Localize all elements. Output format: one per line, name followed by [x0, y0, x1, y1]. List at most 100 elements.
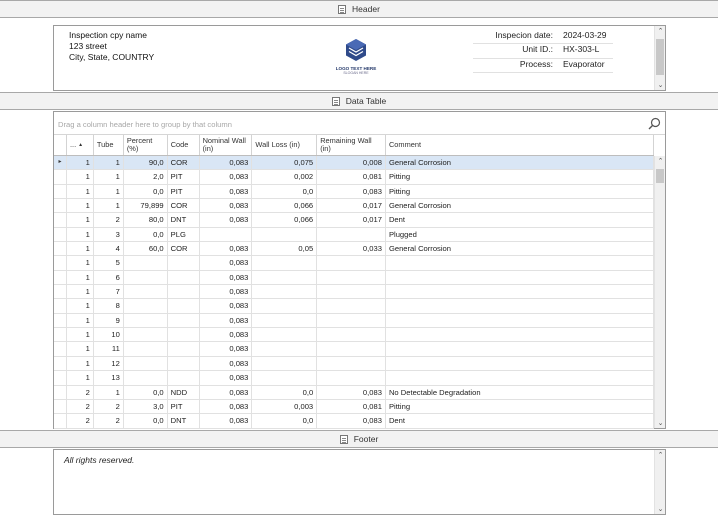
col-wall-loss-cell[interactable]: 0,0 — [252, 184, 318, 199]
col-code-cell[interactable]: PIT — [168, 184, 200, 199]
col-no-cell[interactable]: 2 — [67, 399, 94, 414]
col-remaining-wall-cell[interactable]: 0,083 — [317, 385, 386, 399]
table-row[interactable]: 1 5 0,083 — [54, 256, 654, 271]
col-nominal-wall-cell[interactable]: 0,083 — [200, 399, 253, 414]
row-indicator[interactable] — [54, 414, 67, 428]
col-no-cell[interactable]: 1 — [67, 213, 94, 227]
col-wall-loss-cell[interactable]: 0,002 — [252, 170, 318, 184]
col-nominal-wall-cell[interactable]: 0,083 — [200, 199, 253, 213]
table-row[interactable]: 1 4 60,0 COR 0,083 0,05 0,033 General Corrosion — [54, 242, 654, 257]
col-tube-cell[interactable]: 2 — [94, 213, 124, 227]
col-comment-cell[interactable] — [386, 313, 654, 328]
col-no-cell[interactable]: 1 — [67, 199, 94, 213]
col-remaining-wall-cell[interactable] — [317, 270, 386, 285]
col-no-cell[interactable]: 1 — [67, 270, 94, 285]
col-tube-cell[interactable]: 9 — [94, 313, 124, 328]
col-code-cell[interactable] — [168, 270, 200, 285]
scroll-thumb[interactable] — [656, 169, 664, 183]
col-no-cell[interactable]: 1 — [67, 356, 94, 371]
col-code-cell[interactable]: PIT — [168, 399, 200, 414]
col-comment-cell[interactable] — [386, 299, 654, 313]
table-row[interactable]: 1 6 0,083 — [54, 270, 654, 286]
col-code-cell[interactable]: DNT — [168, 213, 200, 227]
table-row[interactable]: 1 9 0,083 — [54, 313, 654, 329]
col-percent-cell[interactable]: 80,0 — [124, 213, 168, 227]
col-nominal-wall-cell[interactable]: 0,083 — [200, 213, 253, 227]
col-comment-cell[interactable]: No Detectable Degradation — [386, 385, 654, 399]
col-nominal-wall-cell[interactable]: 0,083 — [200, 356, 253, 371]
col-no-cell[interactable]: 1 — [67, 156, 94, 170]
col-nominal-wall-cell[interactable]: 0,083 — [200, 414, 253, 428]
col-remaining-wall-cell[interactable]: 0,017 — [317, 213, 386, 227]
col-no-cell[interactable]: 1 — [67, 184, 94, 199]
row-indicator[interactable] — [54, 299, 67, 313]
table-row[interactable]: ▸ 1 1 90,0 COR 0,083 0,075 0,008 General Corrosi… — [54, 156, 654, 171]
scroll-thumb[interactable] — [656, 39, 664, 75]
col-code-cell[interactable]: PIT — [168, 170, 200, 184]
col-wall-loss-cell[interactable]: 0,05 — [252, 242, 318, 256]
col-percent-cell[interactable]: 60,0 — [124, 242, 168, 256]
col-tube-cell[interactable]: 1 — [94, 184, 124, 199]
col-nominal-wall-cell[interactable]: 0,083 — [200, 299, 253, 313]
col-tube-cell[interactable]: 13 — [94, 371, 124, 385]
col-no-cell[interactable]: 1 — [67, 170, 94, 184]
col-code-cell[interactable]: DNT — [168, 414, 200, 428]
col-tube-cell[interactable]: 4 — [94, 242, 124, 256]
table-row[interactable]: 1 2 80,0 DNT 0,083 0,066 0,017 Dent — [54, 213, 654, 228]
col-nominal-wall-cell[interactable]: 0,083 — [200, 313, 253, 328]
col-wall-loss-cell[interactable]: 0,066 — [252, 213, 318, 227]
col-tube-cell[interactable]: 11 — [94, 342, 124, 356]
col-code-cell[interactable] — [168, 371, 200, 385]
row-indicator[interactable] — [54, 184, 67, 199]
col-percent-cell[interactable] — [124, 328, 168, 342]
col-wall-loss-cell[interactable] — [252, 227, 318, 242]
col-remaining-wall-cell[interactable] — [317, 356, 386, 371]
col-no-cell[interactable]: 2 — [67, 385, 94, 399]
col-no-cell[interactable]: 1 — [67, 371, 94, 385]
col-nominal-wall-cell[interactable]: 0,083 — [200, 371, 253, 385]
col-code-cell[interactable] — [168, 328, 200, 342]
table-row[interactable]: 1 10 0,083 — [54, 328, 654, 343]
col-no-cell[interactable]: 1 — [67, 285, 94, 299]
col-wall-loss-cell[interactable]: 0,0 — [252, 385, 318, 399]
row-indicator[interactable] — [54, 170, 67, 184]
col-no-cell[interactable]: 2 — [67, 414, 94, 428]
col-code-cell[interactable]: PLG — [168, 227, 200, 242]
col-tube-cell[interactable]: 12 — [94, 356, 124, 371]
col-nominal-wall-cell[interactable]: 0,083 — [200, 385, 253, 399]
col-percent-header[interactable]: Percent (%) — [124, 135, 168, 155]
col-remaining-wall-cell[interactable]: 0,083 — [317, 184, 386, 199]
col-nominal-wall-cell[interactable]: 0,083 — [200, 170, 253, 184]
col-nominal-wall-cell[interactable]: 0,083 — [200, 242, 253, 256]
scroll-down-icon[interactable]: ⌄ — [657, 420, 664, 427]
row-indicator[interactable] — [54, 199, 67, 213]
row-indicator[interactable] — [54, 270, 67, 285]
col-remaining-wall-cell[interactable] — [317, 313, 386, 328]
col-no-cell[interactable]: 1 — [67, 299, 94, 313]
col-nominal-wall-header[interactable]: Nominal Wall (in) — [200, 135, 253, 155]
group-panel[interactable]: Drag a column header here to group by th… — [54, 112, 665, 135]
grid-scrollbar[interactable]: ⌃ ⌄ — [654, 156, 665, 428]
table-row[interactable]: 1 1 79,899 COR 0,083 0,066 0,017 General Corros… — [54, 199, 654, 214]
col-remaining-wall-cell[interactable] — [317, 227, 386, 242]
col-nominal-wall-cell[interactable]: 0,083 — [200, 285, 253, 299]
col-remaining-wall-cell[interactable] — [317, 256, 386, 270]
col-no-cell[interactable]: 1 — [67, 342, 94, 356]
scroll-down-icon[interactable]: ⌄ — [657, 506, 664, 513]
row-indicator[interactable] — [54, 213, 67, 227]
col-wall-loss-cell[interactable]: 0,0 — [252, 414, 318, 428]
col-remaining-wall-cell[interactable] — [317, 342, 386, 356]
row-indicator[interactable] — [54, 328, 67, 342]
col-code-cell[interactable] — [168, 356, 200, 371]
col-wall-loss-cell[interactable] — [252, 313, 318, 328]
col-comment-cell[interactable] — [386, 356, 654, 371]
col-percent-cell[interactable]: 3,0 — [124, 399, 168, 414]
col-no-cell[interactable]: 1 — [67, 313, 94, 328]
col-tube-cell[interactable]: 3 — [94, 227, 124, 242]
col-wall-loss-cell[interactable] — [252, 328, 318, 342]
col-remaining-wall-cell[interactable]: 0,008 — [317, 156, 386, 170]
col-no-cell[interactable]: 1 — [67, 256, 94, 270]
col-comment-cell[interactable]: Dent — [386, 414, 654, 428]
scroll-up-icon[interactable]: ⌃ — [657, 452, 664, 459]
col-comment-cell[interactable]: Pitting — [386, 399, 654, 414]
